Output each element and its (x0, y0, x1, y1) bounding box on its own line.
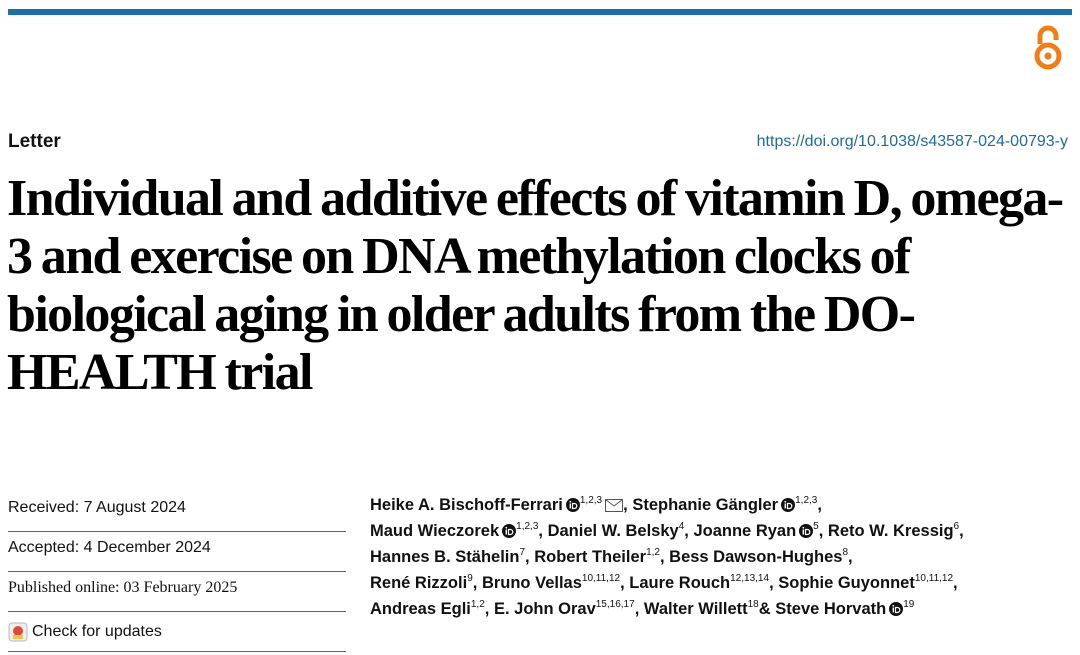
author: E. John Orav15,16,17, (493, 599, 640, 619)
open-access-icon (1034, 25, 1062, 70)
email-icon[interactable] (605, 499, 624, 512)
author-name: Andreas Egli (370, 600, 471, 618)
affiliation: 1,2,3 (795, 495, 818, 506)
author: Maud Wieczorek 1,2,3, (370, 521, 543, 541)
author: Bruno Vellas10,11,12, (481, 573, 625, 593)
author-name: Steve Horvath (775, 600, 887, 618)
affiliation: 5 (813, 521, 819, 532)
accepted: Accepted: 4 December 2024 (8, 532, 346, 572)
author: Stephanie Gängler 1,2,3, (632, 495, 822, 515)
author: René Rizzoli9, (370, 573, 478, 593)
affiliation: 1,2 (470, 599, 485, 610)
author: Laure Rouch12,13,14, (629, 573, 774, 593)
separator: , (817, 496, 822, 514)
separator: , (848, 548, 853, 566)
affiliation: 6 (953, 521, 960, 532)
author-name: Joanne Ryan (693, 522, 797, 540)
author-name: Stephanie Gängler (632, 496, 779, 514)
orcid-icon[interactable] (781, 498, 796, 512)
author-name: E. John Orav (493, 600, 596, 618)
doi-link[interactable]: https://doi.org/10.1038/s43587-024-00793… (756, 133, 1068, 150)
separator: , (953, 574, 958, 592)
separator: , (484, 600, 490, 618)
author: Reto W. Kressig6, (827, 521, 964, 541)
check-updates[interactable]: Check for updates (8, 612, 346, 652)
author: Andreas Egli1,2, (370, 599, 490, 619)
author-name: René Rizzoli (370, 574, 468, 592)
separator: , (959, 522, 964, 540)
received: Received: 7 August 2024 (8, 492, 346, 532)
affiliation: 10,11,12 (914, 573, 954, 584)
article-type: Letter (8, 131, 61, 152)
orcid-icon[interactable] (799, 524, 814, 538)
dates: Received: 7 August 2024 Accepted: 4 Dece… (8, 492, 346, 652)
top-bar (8, 9, 1072, 15)
affiliation: 1,2,3 (516, 521, 539, 532)
affiliation: 18 (747, 599, 759, 610)
author: Daniel W. Belsky4, (547, 521, 689, 541)
author-name: Walter Willett (643, 600, 748, 618)
affiliation: 19 (903, 599, 915, 610)
orcid-icon[interactable] (565, 498, 580, 512)
check-icon (8, 622, 28, 641)
separator: , (818, 522, 824, 540)
author-name: Sophie Guyonnet (778, 574, 915, 592)
separator: , (634, 600, 640, 618)
check-text: Check for updates (32, 623, 162, 640)
separator: , (769, 574, 774, 592)
author-name: Hannes B. Stähelin (370, 548, 520, 566)
separator: , (472, 574, 478, 592)
affiliation: 8 (842, 547, 849, 558)
separator: , (525, 548, 530, 566)
separator: , (620, 574, 625, 592)
author: Heike A. Bischoff-Ferrari 1,2,3, (370, 495, 628, 515)
affiliation: 1,2,3 (579, 495, 603, 506)
affiliation: 15,16,17 (595, 599, 635, 610)
author-name: Heike A. Bischoff-Ferrari (370, 496, 563, 514)
affiliation: 7 (519, 547, 526, 558)
author-name: Bruno Vellas (481, 574, 582, 592)
author: Robert Theiler1,2, (534, 547, 665, 567)
separator: , (623, 496, 628, 514)
author-name: Reto W. Kressig (827, 522, 954, 540)
affiliation: 1,2 (646, 547, 660, 558)
author-name: Maud Wieczorek (370, 522, 500, 540)
author: Joanne Ryan 5, (693, 521, 824, 541)
orcid-icon[interactable] (889, 602, 904, 616)
affiliation: 12,13,14 (730, 573, 770, 584)
author: Walter Willett18& (643, 599, 771, 619)
author-name: Daniel W. Belsky (547, 522, 679, 540)
author: Hannes B. Stähelin7, (370, 547, 530, 567)
separator: , (538, 522, 543, 540)
separator: & (758, 600, 771, 618)
published: Published online: 03 February 2025 (8, 572, 346, 612)
separator: , (684, 522, 689, 540)
author-name: Robert Theiler (534, 548, 647, 566)
article-title: Individual and additive effects of vitam… (7, 170, 1064, 401)
orcid-icon[interactable] (502, 524, 517, 538)
affiliation: 10,11,12 (581, 573, 621, 584)
separator: , (659, 548, 665, 566)
affiliation: 4 (678, 521, 685, 532)
author-name: Bess Dawson-Hughes (669, 548, 843, 566)
authors: Heike A. Bischoff-Ferrari 1,2,3, Stephani… (370, 492, 1075, 622)
author: Steve Horvath 19 (775, 599, 915, 619)
author-name: Laure Rouch (629, 574, 731, 592)
author: Bess Dawson-Hughes8, (669, 547, 853, 567)
affiliation: 9 (467, 573, 473, 584)
author: Sophie Guyonnet10,11,12, (778, 573, 958, 593)
